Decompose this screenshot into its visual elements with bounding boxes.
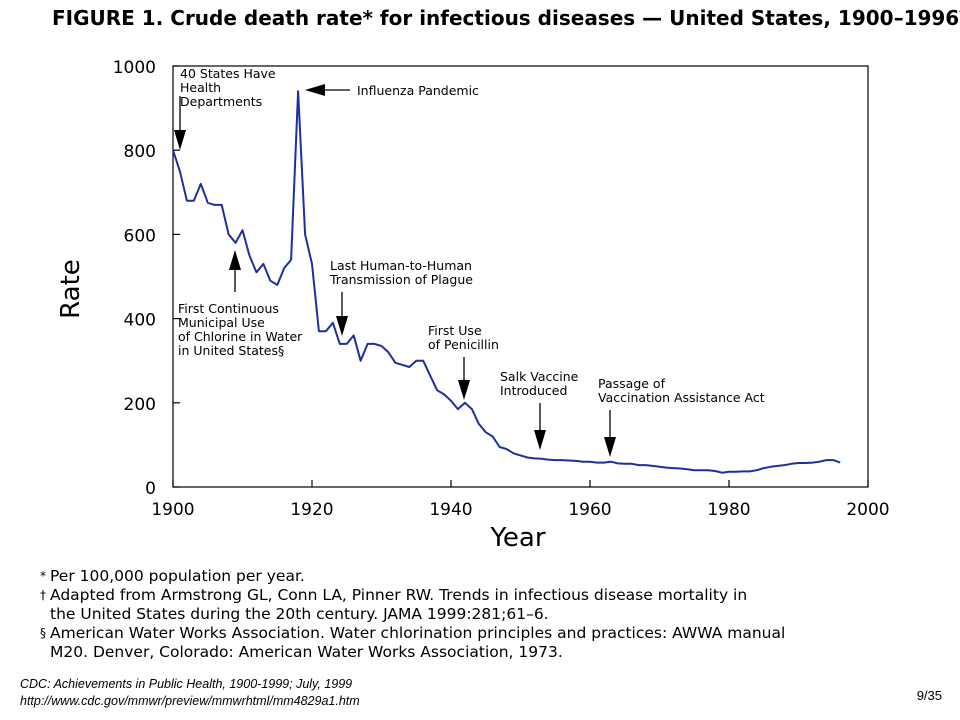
annotation: First Continuous Municipal Use of Chlorine… <box>178 250 303 358</box>
annotation-text: Last Human-to-Human Transmission of Plagu… <box>329 258 473 287</box>
annotation-arrowhead <box>229 250 241 270</box>
annotation-text: 40 States Have Health Departments <box>180 66 276 109</box>
annotation-arrowhead <box>604 437 616 457</box>
x-tick-label: 1920 <box>290 500 333 520</box>
annotation-arrowhead <box>174 130 186 150</box>
plot-frame <box>172 65 869 488</box>
source-citation: CDC: Achievements in Public Health, 1900… <box>20 676 360 710</box>
annotation-arrowhead <box>305 84 325 96</box>
annotation: Salk Vaccine Introduced <box>500 369 579 450</box>
x-tick-label: 1960 <box>568 500 611 520</box>
x-tick-label: 2000 <box>846 500 889 520</box>
annotation-text: Influenza Pandemic <box>357 83 479 98</box>
footnote-per-100000: * Per 100,000 population per year. <box>40 567 920 586</box>
y-tick-label: 800 <box>124 142 156 162</box>
y-tick-label: 1000 <box>113 58 156 78</box>
footnote-text: Per 100,000 population per year. <box>50 567 305 585</box>
x-tick-label: 1900 <box>151 500 194 520</box>
annotation-text: Passage of Vaccination Assistance Act <box>598 376 765 405</box>
footnote-symbol: * <box>40 569 46 583</box>
y-tick-label: 200 <box>124 395 156 415</box>
annotation-text: First Use of Penicillin <box>428 323 499 352</box>
annotation: Last Human-to-Human Transmission of Plagu… <box>329 258 473 336</box>
x-axis: 1900 1920 1940 1960 1980 2000 <box>151 480 890 520</box>
figure-title: FIGURE 1. Crude death rate* for infectio… <box>52 6 960 30</box>
annotation-text: First Continuous Municipal Use of Chlorine… <box>178 301 303 358</box>
y-tick-label: 400 <box>124 311 156 331</box>
annotations: 40 States Have Health Departments Influenza… <box>174 66 765 457</box>
y-axis: 0 200 400 600 800 1000 <box>113 58 180 499</box>
annotation-arrowhead <box>458 380 470 400</box>
footnote-awwa: § American Water Works Association. Water… <box>40 624 920 662</box>
annotation: Passage of Vaccination Assistance Act <box>598 376 765 457</box>
annotation: 40 States Have Health Departments <box>174 66 276 150</box>
y-axis-label: Rate <box>56 259 86 319</box>
source-url[interactable]: http://www.cdc.gov/mmwr/preview/mmwrhtml… <box>20 694 360 708</box>
footnote-symbol: § <box>40 626 46 640</box>
y-tick-label: 600 <box>124 226 156 246</box>
footnote-text: Adapted from Armstrong GL, Conn LA, Pinn… <box>50 586 748 623</box>
page-number: 9/35 <box>916 688 942 703</box>
x-tick-label: 1980 <box>707 500 750 520</box>
figure-title-text: FIGURE 1. Crude death rate* for infectio… <box>52 6 960 30</box>
y-tick-label: 0 <box>145 479 156 499</box>
footnote-text: American Water Works Association. Water … <box>50 624 786 661</box>
annotation: First Use of Penicillin <box>428 323 499 400</box>
source-title: CDC: Achievements in Public Health, 1900… <box>20 677 353 691</box>
annotation-arrowhead <box>336 316 348 336</box>
annotation-text: Salk Vaccine Introduced <box>500 369 579 398</box>
footnotes: * Per 100,000 population per year. † Adapt… <box>40 567 920 662</box>
footnote-symbol: † <box>40 588 46 602</box>
death-rate-line <box>172 90 841 474</box>
x-tick-label: 1940 <box>429 500 472 520</box>
annotation: Influenza Pandemic <box>305 83 479 98</box>
annotation-arrowhead <box>534 430 546 450</box>
death-rate-chart: 0 200 400 600 800 1000 1900 1920 1940 1960 1980 20… <box>56 58 890 553</box>
x-axis-label: Year <box>489 523 545 553</box>
footnote-armstrong: † Adapted from Armstrong GL, Conn LA, Pin… <box>40 586 920 624</box>
